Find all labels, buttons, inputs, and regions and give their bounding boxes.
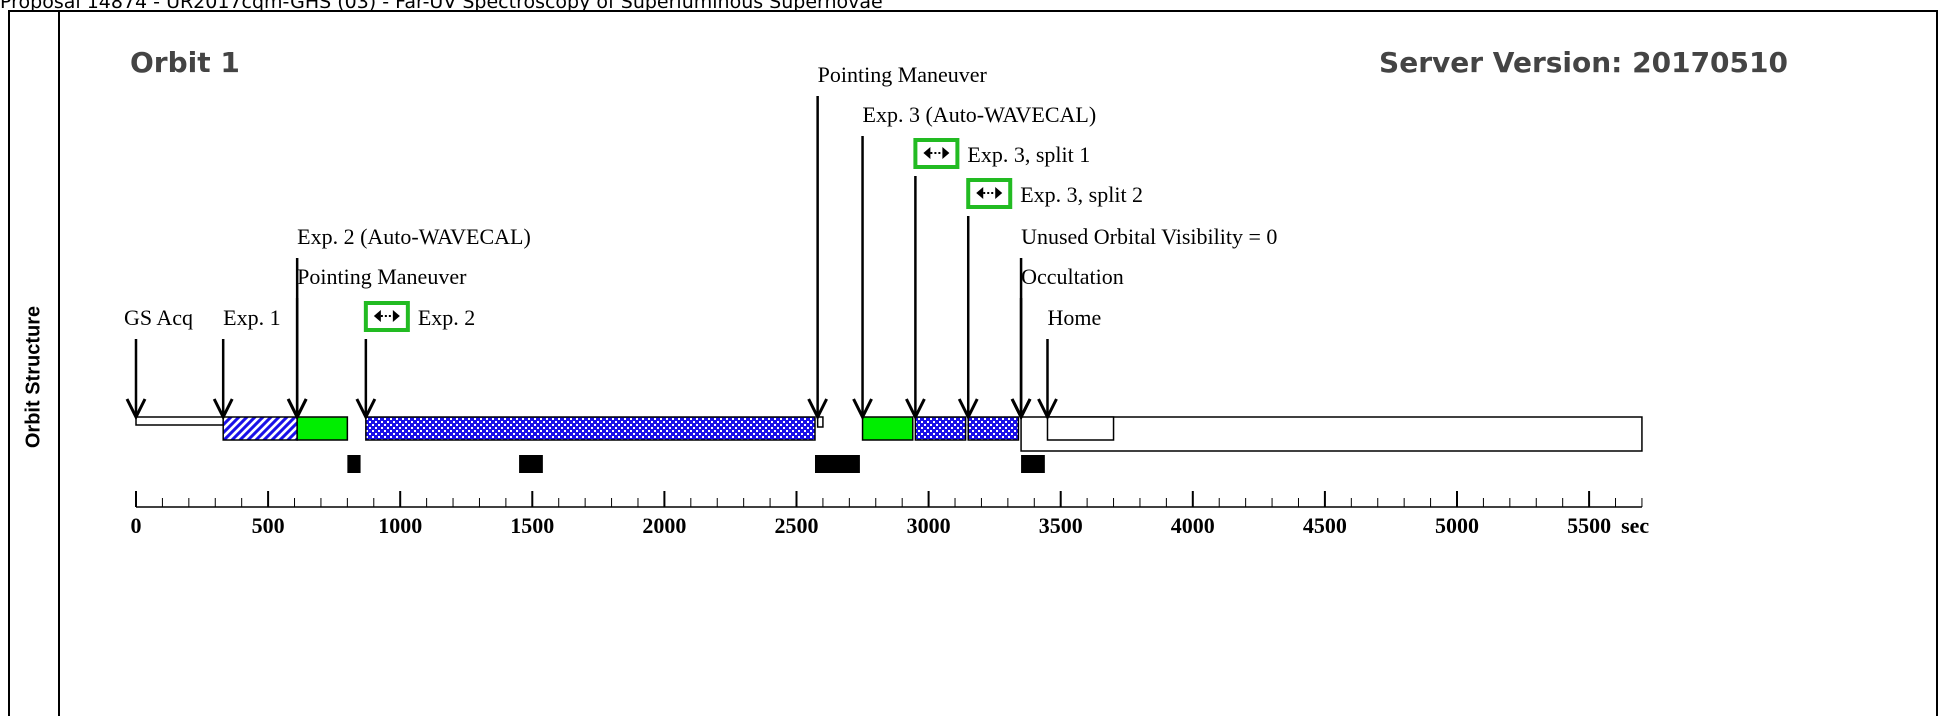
arrow-head: [212, 398, 234, 421]
event-label: Occultation: [1021, 264, 1124, 289]
readout-icon: [966, 178, 1013, 209]
axis-unit-label: sec: [1621, 513, 1649, 538]
event-label: Unused Orbital Visibility = 0: [1021, 224, 1277, 249]
segment-exp-3-split-2: [967, 416, 1020, 441]
axis-tick-label: 500: [252, 513, 285, 538]
readout-icon-arrows: [373, 310, 400, 322]
readout-icon: [913, 138, 960, 169]
event-label: Exp. 1: [223, 305, 280, 330]
segment-unused-visibility: [1046, 416, 1115, 441]
event-label: Exp. 3 (Auto-WAVECAL): [863, 102, 1097, 127]
axis-tick-label: 0: [131, 513, 142, 538]
segment-exp-2-wavecal: [296, 416, 349, 441]
arrow-head: [807, 398, 828, 421]
event-label: Exp. 3, split 2: [1020, 182, 1143, 207]
arrow-head: [355, 398, 377, 421]
event-label: Exp. 2: [418, 305, 475, 330]
arrow-head: [125, 398, 147, 421]
orbit-diagram: Orbit 1 Server Version: 20170510 GS Acq E…: [68, 12, 1938, 712]
server-version: Server Version: 20170510: [1379, 46, 1788, 79]
arrow-head: [1037, 398, 1058, 421]
axis-tick-label: 2500: [775, 513, 819, 538]
occupied-block: [519, 455, 543, 473]
readout-icon-arrows: [976, 187, 1003, 199]
axis-tick-label: 1000: [378, 513, 422, 538]
axis-tick-label: 5000: [1435, 513, 1479, 538]
segment-exp-3-split-1: [914, 416, 967, 441]
segment-occultation: [1020, 416, 1643, 452]
orbit-structure-label: Orbit Structure: [22, 305, 45, 449]
event-label: Home: [1047, 305, 1101, 330]
event-label: Pointing Maneuver: [818, 62, 988, 87]
arrow-head: [286, 398, 308, 421]
orbit-title: Orbit 1: [130, 46, 240, 79]
segment-exp-2: [365, 416, 816, 441]
occupied-block: [347, 455, 361, 473]
occupied-block: [814, 455, 860, 473]
event-label: Exp. 2 (Auto-WAVECAL): [297, 224, 531, 249]
axis-tick-label: 5500: [1567, 513, 1611, 538]
orbit-frame: Orbit Structure Orbit 1 Server Version: …: [8, 10, 1938, 716]
arrow-head: [905, 398, 926, 421]
axis-tick-label: 2000: [642, 513, 686, 538]
event-label: GS Acq: [124, 305, 193, 330]
event-label: Pointing Maneuver: [297, 264, 467, 289]
axis-tick-label: 3500: [1039, 513, 1083, 538]
side-column: Orbit Structure: [10, 12, 60, 716]
segment-exp-3-wavecal: [861, 416, 914, 441]
axis-tick-label: 3000: [907, 513, 951, 538]
readout-icon-arrows: [923, 147, 950, 159]
readout-icon: [363, 301, 410, 332]
segment-exp-1: [222, 416, 298, 441]
axis-tick-label: 4000: [1171, 513, 1215, 538]
occupied-block: [1021, 455, 1045, 473]
segment-pointing-maneuver: [816, 416, 824, 428]
axis-tick-label: 1500: [510, 513, 554, 538]
orbit-timeline-svg: Orbit 1 Server Version: 20170510 GS Acq E…: [124, 46, 1788, 538]
axis-tick-label: 4500: [1303, 513, 1347, 538]
page-title: Proposal 14874 - UR2017cqm-GHS (03) - Fa…: [0, 0, 883, 13]
segment-gs-acq: [135, 416, 224, 426]
arrow-head: [1010, 398, 1032, 421]
arrow-head: [957, 398, 979, 421]
event-label: Exp. 3, split 1: [967, 142, 1090, 167]
arrow-head: [852, 398, 873, 421]
